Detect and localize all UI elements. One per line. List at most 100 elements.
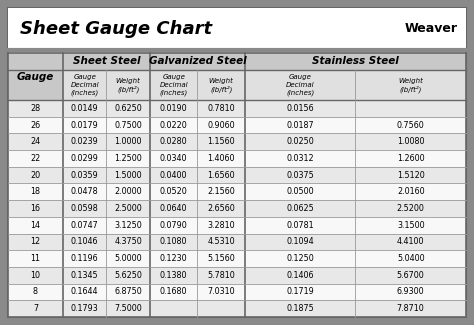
Text: 1.0080: 1.0080 [397,137,425,146]
Text: 0.0400: 0.0400 [160,171,188,180]
Text: 12: 12 [30,237,41,246]
Bar [8,150,466,167]
Text: Weaver: Weaver [405,22,458,35]
Text: 4.3750: 4.3750 [114,237,142,246]
Text: 0.0299: 0.0299 [71,154,99,163]
Text: 0.0625: 0.0625 [286,204,314,213]
Text: 1.5120: 1.5120 [397,171,425,180]
Text: 0.0250: 0.0250 [286,137,314,146]
Text: 0.1046: 0.1046 [71,237,99,246]
Bar [8,217,466,234]
Text: 24: 24 [30,137,41,146]
Bar [245,53,466,70]
Text: 1.2600: 1.2600 [397,154,425,163]
Text: 4.5310: 4.5310 [208,237,235,246]
Text: 1.2500: 1.2500 [114,154,142,163]
Text: Gauge: Gauge [17,72,54,82]
Text: 0.1250: 0.1250 [286,254,314,263]
Text: 0.6250: 0.6250 [114,104,142,113]
Bar [8,200,466,217]
Text: 2.5000: 2.5000 [114,204,142,213]
Text: 0.0790: 0.0790 [160,221,188,230]
Text: 0.0598: 0.0598 [71,204,99,213]
Text: 0.0156: 0.0156 [286,104,314,113]
Text: 5.6700: 5.6700 [397,271,425,280]
Text: 8: 8 [33,287,38,296]
Text: 0.0375: 0.0375 [286,171,314,180]
Text: 0.0520: 0.0520 [160,187,188,196]
Text: 0.1094: 0.1094 [286,237,314,246]
Text: 3.1500: 3.1500 [397,221,425,230]
Bar [8,8,466,50]
Text: 2.1560: 2.1560 [207,187,235,196]
Text: 0.0747: 0.0747 [71,221,99,230]
Text: 0.1875: 0.1875 [286,304,314,313]
Text: 0.0781: 0.0781 [286,221,314,230]
Text: 0.0359: 0.0359 [71,171,99,180]
Text: 3.1250: 3.1250 [114,221,142,230]
Text: 3.2810: 3.2810 [208,221,235,230]
Bar [150,53,245,70]
Text: 5.0400: 5.0400 [397,254,425,263]
Bar [8,250,466,267]
Text: 5.0000: 5.0000 [114,254,142,263]
Text: Gauge
Decimal
(inches): Gauge Decimal (inches) [159,74,188,96]
Text: 1.5000: 1.5000 [114,171,142,180]
Text: 0.1380: 0.1380 [160,271,188,280]
Text: 0.0220: 0.0220 [160,121,188,130]
Text: Sheet Gauge Chart: Sheet Gauge Chart [20,20,212,38]
Text: 0.0149: 0.0149 [71,104,99,113]
Text: 0.1080: 0.1080 [160,237,188,246]
Text: 6.8750: 6.8750 [114,287,142,296]
Text: 2.0160: 2.0160 [397,187,425,196]
Text: 5.7810: 5.7810 [207,271,235,280]
Text: 0.1196: 0.1196 [71,254,99,263]
Text: 18: 18 [30,187,40,196]
Text: Galvanized Steel: Galvanized Steel [149,57,246,67]
Text: 2.5200: 2.5200 [397,204,425,213]
Text: 0.1644: 0.1644 [71,287,99,296]
Text: 0.7560: 0.7560 [397,121,425,130]
Bar [8,284,466,300]
Text: 0.1793: 0.1793 [71,304,99,313]
Text: 11: 11 [30,254,40,263]
Text: 7: 7 [33,304,38,313]
Text: 0.0500: 0.0500 [286,187,314,196]
Text: Weight
(lb/ft²): Weight (lb/ft²) [398,77,423,93]
Bar [8,53,63,100]
Text: 7.5000: 7.5000 [114,304,142,313]
Text: 1.6560: 1.6560 [208,171,235,180]
Text: 26: 26 [30,121,41,130]
Text: 0.1345: 0.1345 [71,271,99,280]
Bar [8,53,466,317]
Text: 4.4100: 4.4100 [397,237,425,246]
Text: 5.6250: 5.6250 [114,271,142,280]
Text: Gauge
Decimal
(inches): Gauge Decimal (inches) [286,74,315,96]
Bar [8,267,466,284]
Text: 1.1560: 1.1560 [208,137,235,146]
Text: 2.6560: 2.6560 [207,204,235,213]
Text: 0.0187: 0.0187 [286,121,314,130]
Text: Gauge
Decimal
(inches): Gauge Decimal (inches) [71,74,99,96]
Text: 14: 14 [30,221,40,230]
Text: 10: 10 [30,271,40,280]
Text: Weight
(lb/ft²): Weight (lb/ft²) [116,77,141,93]
Text: 0.7810: 0.7810 [208,104,235,113]
Bar [8,117,466,133]
Text: 2.0000: 2.0000 [114,187,142,196]
Text: Weight
(lb/ft²): Weight (lb/ft²) [209,77,234,93]
Text: Stainless Steel: Stainless Steel [312,57,399,67]
Text: 0.9060: 0.9060 [208,121,235,130]
Text: 0.0280: 0.0280 [160,137,188,146]
Bar [8,100,466,117]
Text: 0.0478: 0.0478 [71,187,99,196]
Bar [8,234,466,250]
Bar [8,183,466,200]
Bar [8,300,466,317]
Bar [245,70,466,100]
Text: 28: 28 [30,104,41,113]
Text: 0.1680: 0.1680 [160,287,188,296]
Text: 0.1719: 0.1719 [286,287,314,296]
Text: 7.8710: 7.8710 [397,304,425,313]
Text: 0.0640: 0.0640 [160,204,188,213]
